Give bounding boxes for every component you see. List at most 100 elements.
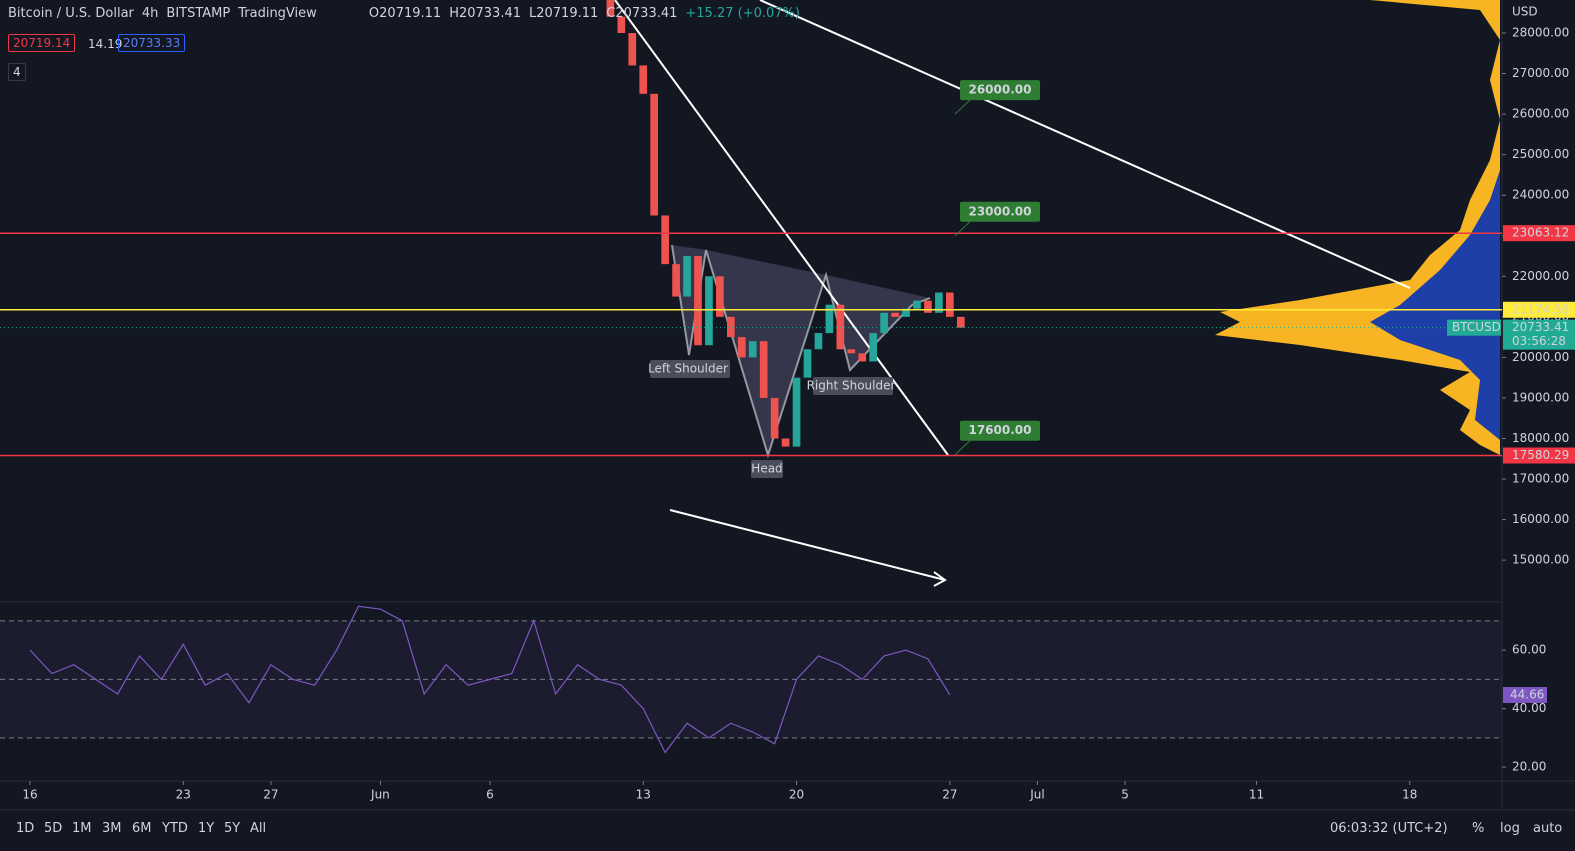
low: L20719.11 bbox=[529, 6, 599, 21]
candle bbox=[946, 292, 954, 317]
percent-toggle[interactable]: % bbox=[1472, 821, 1485, 836]
candle bbox=[913, 300, 921, 309]
candle bbox=[705, 276, 713, 346]
last-price-bg bbox=[1503, 319, 1575, 350]
target-box bbox=[960, 420, 1040, 441]
target-label: 26000.00 bbox=[968, 83, 1031, 97]
level-label: 21174.58 bbox=[1512, 302, 1569, 316]
range-button[interactable]: 5Y bbox=[224, 821, 241, 836]
target-label: 23000.00 bbox=[968, 204, 1031, 218]
candle bbox=[683, 256, 691, 297]
close: C20733.41 bbox=[606, 6, 678, 21]
ask[interactable]: 20733.33 bbox=[118, 34, 186, 52]
range-button[interactable]: 1Y bbox=[198, 821, 215, 836]
x-tick-label: 6 bbox=[486, 788, 494, 802]
indicators-toggle[interactable]: 4 bbox=[8, 63, 26, 81]
volume-arrow bbox=[669, 509, 946, 581]
level-label-bg bbox=[1503, 301, 1575, 318]
y-tick-label: 15000.00 bbox=[1512, 553, 1569, 567]
y-tick-label: 40.00 bbox=[1512, 701, 1546, 715]
candle bbox=[661, 215, 669, 265]
y-tick-label: 19000.00 bbox=[1512, 390, 1569, 404]
y-tick-label: 60.00 bbox=[1512, 643, 1546, 657]
range-button[interactable]: 6M bbox=[132, 821, 152, 836]
candle bbox=[891, 312, 899, 317]
x-tick-label: 27 bbox=[263, 788, 278, 802]
trend-line bbox=[759, 0, 1411, 289]
candle bbox=[606, 0, 615, 17]
target-box bbox=[960, 201, 1040, 222]
y-tick-label: 25000.00 bbox=[1512, 147, 1569, 161]
range-button[interactable]: 5D bbox=[44, 821, 63, 836]
candle bbox=[814, 333, 823, 350]
candle bbox=[727, 316, 735, 338]
candle bbox=[672, 264, 680, 297]
level-label: 23063.12 bbox=[1512, 226, 1569, 240]
candle bbox=[716, 276, 724, 317]
target-pointer bbox=[954, 219, 973, 237]
bid[interactable]: 20719.14 bbox=[8, 34, 76, 52]
change: +15.27 (+0.07%) bbox=[685, 6, 800, 21]
x-tick-label: 20 bbox=[789, 788, 804, 802]
x-tick-label: 16 bbox=[22, 788, 37, 802]
candle bbox=[858, 353, 867, 362]
candle bbox=[847, 349, 856, 354]
annotation-bg bbox=[751, 460, 783, 478]
candle bbox=[770, 397, 779, 439]
y-tick-label: 16000.00 bbox=[1512, 512, 1569, 526]
price-axis-bg bbox=[1502, 0, 1575, 810]
rsi-last: 44.66 bbox=[1510, 687, 1544, 701]
annotation: Head bbox=[751, 462, 782, 476]
candle bbox=[803, 349, 812, 378]
y-tick-label: 22000.00 bbox=[1512, 269, 1569, 283]
x-tick-label: 13 bbox=[636, 788, 651, 802]
candle bbox=[792, 377, 801, 447]
rsi-line bbox=[29, 605, 951, 754]
y-tick-label: 20.00 bbox=[1512, 760, 1546, 774]
level-label-bg bbox=[1503, 447, 1575, 464]
candle bbox=[737, 337, 746, 358]
profile-up bbox=[1215, 0, 1500, 455]
candle bbox=[880, 312, 888, 334]
candle bbox=[748, 341, 757, 358]
last-price-label: 20733.41 bbox=[1512, 320, 1569, 334]
candle bbox=[628, 33, 637, 66]
profile-down bbox=[1370, 170, 1500, 440]
candle bbox=[902, 308, 910, 317]
arrow-head bbox=[933, 571, 947, 587]
currency: USD bbox=[1512, 5, 1538, 19]
range-button[interactable]: 3M bbox=[102, 821, 122, 836]
candle bbox=[869, 333, 878, 362]
countdown: 03:56:28 bbox=[1512, 334, 1566, 348]
range-button[interactable]: All bbox=[250, 821, 267, 836]
interval: 4h bbox=[141, 6, 159, 21]
log-toggle[interactable]: log bbox=[1500, 821, 1520, 836]
candle bbox=[924, 300, 932, 313]
x-tick-label: Jul bbox=[1029, 788, 1044, 802]
x-tick-label: 11 bbox=[1249, 788, 1264, 802]
candle bbox=[650, 93, 659, 216]
candle bbox=[935, 292, 943, 313]
candle bbox=[639, 65, 648, 94]
symbol-bg bbox=[1447, 319, 1501, 336]
level-label: 17580.29 bbox=[1512, 448, 1569, 462]
range-button[interactable]: YTD bbox=[162, 821, 188, 836]
clock: 06:03:32 (UTC+2) bbox=[1330, 821, 1448, 836]
level-label-bg bbox=[1503, 225, 1575, 242]
candle bbox=[759, 341, 768, 398]
candle bbox=[617, 16, 626, 34]
range-button[interactable]: 1D bbox=[16, 821, 35, 836]
y-tick-label: 28000.00 bbox=[1512, 26, 1569, 40]
symbol-label: BTCUSD bbox=[1452, 320, 1501, 334]
spread: 14.19 bbox=[88, 37, 123, 51]
auto-toggle[interactable]: auto bbox=[1533, 821, 1563, 836]
volume-profile bbox=[1215, 0, 1500, 455]
target-label: 17600.00 bbox=[968, 423, 1031, 437]
range-button[interactable]: 1M bbox=[72, 821, 92, 836]
candles bbox=[606, 0, 965, 447]
y-tick-label: 27000.00 bbox=[1512, 66, 1569, 80]
x-tick-label: Jun bbox=[370, 788, 390, 802]
x-tick-label: 27 bbox=[942, 788, 957, 802]
